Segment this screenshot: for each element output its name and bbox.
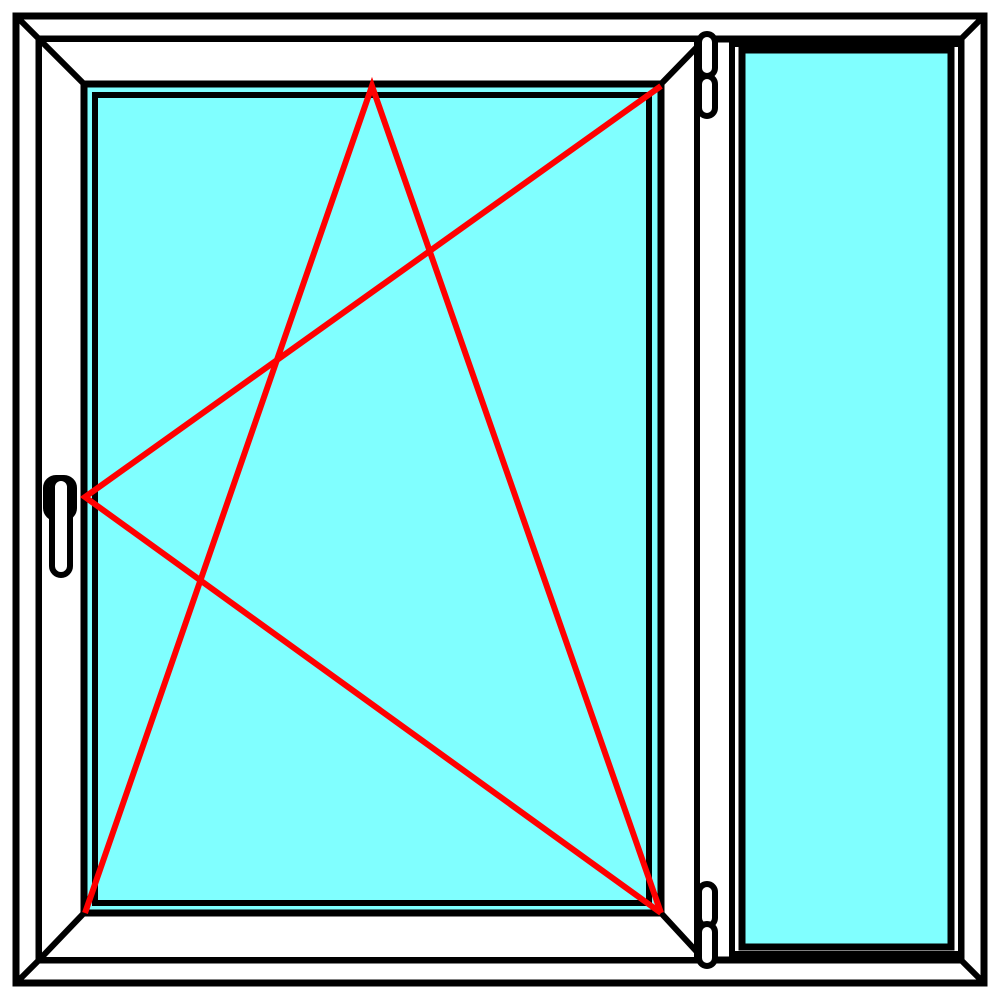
frame-miter-top-left <box>13 13 42 42</box>
sash-miter-top-right <box>658 44 700 87</box>
left-sash <box>36 36 700 963</box>
sash-miter-top-left <box>36 36 87 87</box>
frame-miter-bottom-left <box>13 957 42 986</box>
hinge-top <box>696 31 718 119</box>
right-fixed-panel <box>729 41 964 957</box>
hinge-top-knuckle-upper <box>696 31 718 79</box>
handle-lever <box>49 475 73 578</box>
tilt-symbol <box>82 76 664 914</box>
turn-symbol <box>79 83 663 916</box>
hinge-top-knuckle-lower <box>696 73 718 119</box>
opening-symbol <box>79 76 664 916</box>
hinge-bottom-knuckle-lower <box>696 921 718 969</box>
right-panel-glass <box>738 46 955 951</box>
sash-miter-bottom-left <box>36 910 87 963</box>
hinge-bottom-knuckle-upper <box>696 881 718 929</box>
hinge-bottom <box>696 881 718 969</box>
window-handle <box>43 475 77 578</box>
sash-miter-bottom-right <box>658 910 700 955</box>
left-sash-glass <box>80 80 665 917</box>
frame-miter-top-right <box>958 13 987 42</box>
frame-miter-bottom-right <box>958 957 987 986</box>
